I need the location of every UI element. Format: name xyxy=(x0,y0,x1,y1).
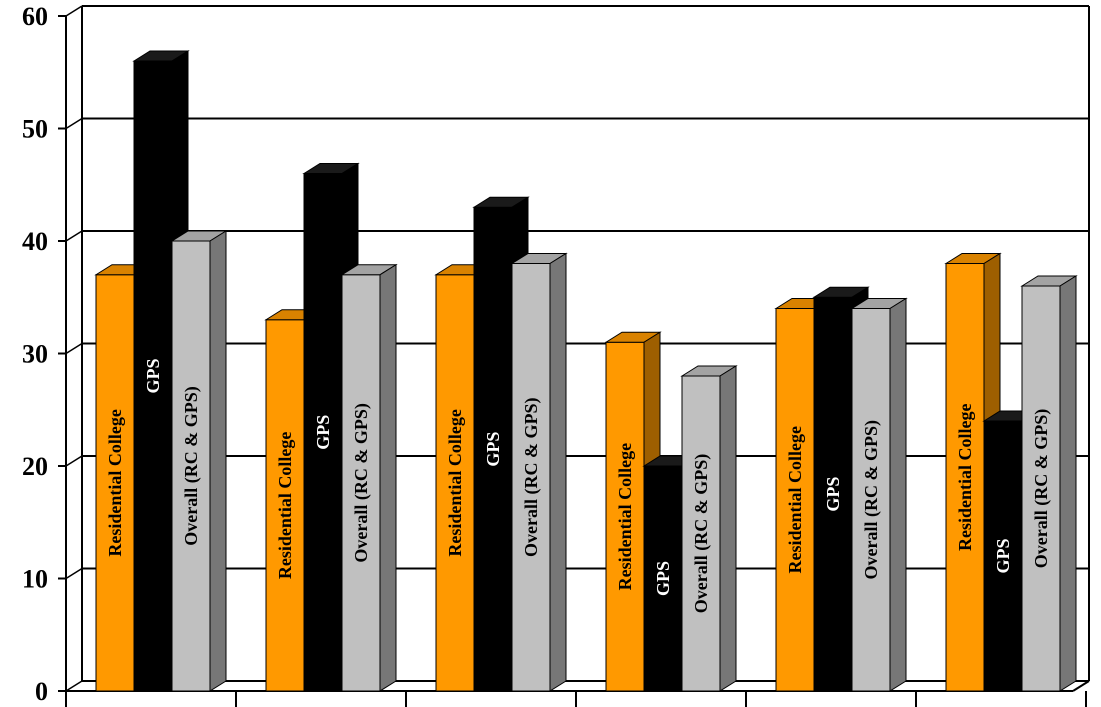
axes xyxy=(58,15,1090,707)
bar-front xyxy=(265,319,305,692)
bar-3-group-5 xyxy=(850,297,908,692)
bar-front xyxy=(851,308,891,692)
gridline-side xyxy=(65,230,83,242)
bar-front xyxy=(133,60,173,692)
bar-side xyxy=(549,252,567,692)
bar-2-group-1 xyxy=(132,50,190,692)
bar-series-label: Residential College xyxy=(955,404,975,551)
bar-front xyxy=(511,263,551,692)
gridline-side xyxy=(65,342,83,355)
bar-series-label: GPS xyxy=(483,432,503,467)
gridline-side xyxy=(65,5,83,17)
bar-series-label: Overall (RC & GPS) xyxy=(861,420,882,579)
bar-front xyxy=(1021,285,1061,692)
bar-series-label: GPS xyxy=(143,358,163,393)
bar-front xyxy=(983,420,1023,692)
bar-3-group-4 xyxy=(680,365,738,692)
bar-series-label: Overall (RC & GPS) xyxy=(521,398,542,557)
bar-series-label: GPS xyxy=(313,415,333,450)
y-tick-label: 30 xyxy=(22,340,48,369)
bar-side xyxy=(719,365,737,692)
bar-3-group-1 xyxy=(170,230,228,692)
bar-side xyxy=(889,297,907,692)
bar-3-group-6 xyxy=(1020,275,1078,692)
y-tick-label: 10 xyxy=(22,565,48,594)
bar-series-label: Overall (RC & GPS) xyxy=(181,386,202,545)
gridline-side xyxy=(65,680,83,692)
gridline-side xyxy=(65,455,83,467)
bar-series-label: Residential College xyxy=(785,426,805,573)
bar-front xyxy=(681,375,721,692)
bars xyxy=(94,50,1078,692)
bar-front xyxy=(643,465,683,692)
gridline-side xyxy=(65,567,83,580)
bar-series-label: GPS xyxy=(653,561,673,596)
y-tick-label: 60 xyxy=(22,2,48,31)
bar-front xyxy=(775,308,815,692)
bar-series-label: Residential College xyxy=(275,432,295,579)
bar-3-group-2 xyxy=(340,263,398,692)
bar-series-label: Residential College xyxy=(445,409,465,556)
bar-series-label: Overall (RC & GPS) xyxy=(351,403,372,562)
bar-series-label: GPS xyxy=(823,477,843,512)
y-tick-label: 0 xyxy=(35,677,48,706)
bar-front xyxy=(813,296,853,692)
bar-side xyxy=(209,230,227,692)
bar-front xyxy=(341,274,381,692)
bar-front xyxy=(303,173,343,692)
y-tick-label: 50 xyxy=(22,115,48,144)
bar-series-label: Residential College xyxy=(105,409,125,556)
y-tick-label: 20 xyxy=(22,452,48,481)
bar-labels: Residential College GPS Overall (RC & GPS)… xyxy=(105,358,1052,613)
bar-series-label: Residential College xyxy=(615,443,635,590)
y-tick-labels: 0 10 20 30 40 50 60 xyxy=(22,2,48,706)
gridlines xyxy=(65,5,1090,692)
bar-series-label: Overall (RC & GPS) xyxy=(691,454,712,613)
bar-front xyxy=(945,263,985,692)
bar-side xyxy=(1059,275,1077,692)
bar-side xyxy=(379,263,397,692)
bar-3-group-3 xyxy=(510,252,568,692)
bar-series-label: GPS xyxy=(993,538,1013,573)
floor-right-edge xyxy=(1072,680,1090,692)
bar-series-label: Overall (RC & GPS) xyxy=(1031,409,1052,568)
y-tick-label: 40 xyxy=(22,227,48,256)
gridline-side xyxy=(65,117,83,130)
